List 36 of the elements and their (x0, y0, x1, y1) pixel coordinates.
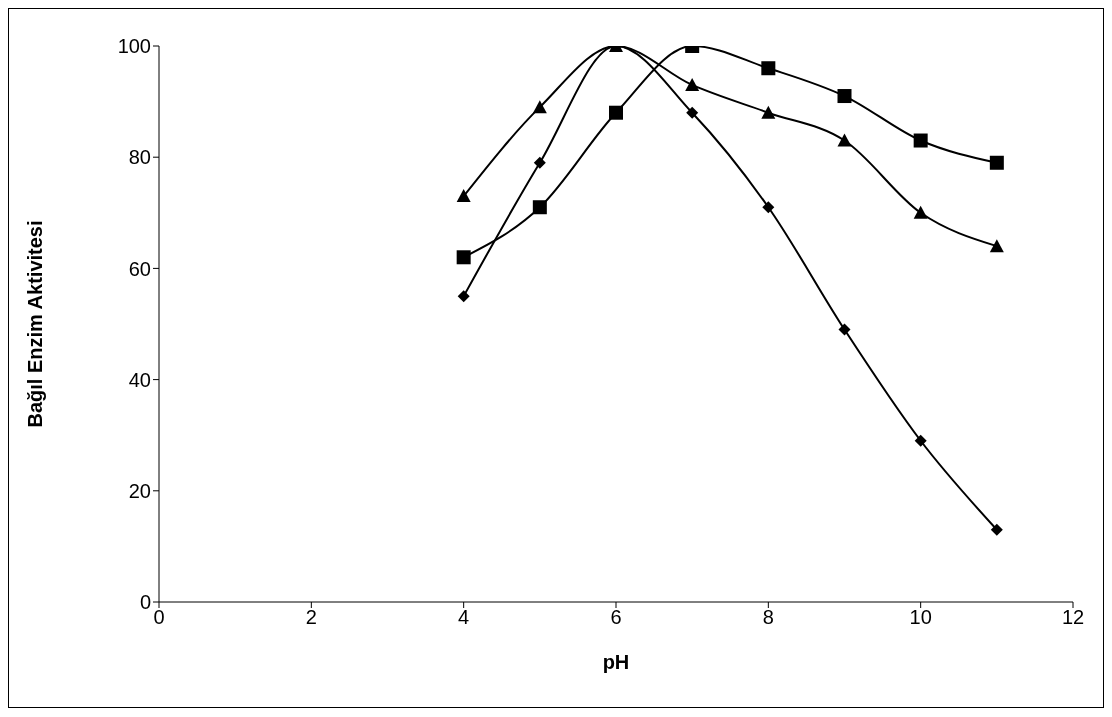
x-tick-label: 10 (909, 606, 932, 629)
point (532, 100, 547, 114)
point (761, 105, 776, 119)
point (762, 201, 775, 214)
point (837, 89, 852, 104)
point (914, 434, 927, 447)
y-tick-label: 0 (139, 591, 151, 614)
point (532, 200, 547, 215)
x-axis-title: pH (602, 651, 630, 673)
y-axis-title: Bağıl Enzim Aktivitesi (24, 220, 47, 428)
point (838, 323, 851, 336)
y-tick-label: 40 (128, 368, 151, 391)
point (761, 61, 776, 76)
x-tick-label: 8 (762, 606, 774, 629)
point (609, 105, 623, 120)
y-tick-label: 80 (128, 146, 151, 169)
point (533, 156, 546, 169)
x-tick-label: 2 (305, 606, 317, 629)
point (456, 189, 471, 203)
point (990, 523, 1003, 536)
point (457, 290, 470, 303)
x-tick-label: 4 (458, 606, 470, 629)
x-tick-label: 0 (153, 606, 165, 629)
point (837, 133, 852, 147)
point (989, 155, 1004, 170)
point (913, 133, 928, 148)
x-tick-label: 12 (1061, 606, 1085, 629)
y-tick-label: 100 (117, 35, 151, 58)
y-tick-label: 20 (128, 479, 151, 502)
point (686, 106, 699, 119)
x-tick-label: 6 (610, 606, 622, 629)
point (913, 205, 928, 219)
point (989, 239, 1004, 253)
point (685, 77, 700, 91)
point (456, 250, 471, 265)
y-tick-label: 60 (128, 257, 151, 280)
